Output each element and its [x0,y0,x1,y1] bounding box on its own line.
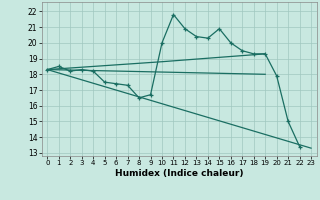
X-axis label: Humidex (Indice chaleur): Humidex (Indice chaleur) [115,169,244,178]
